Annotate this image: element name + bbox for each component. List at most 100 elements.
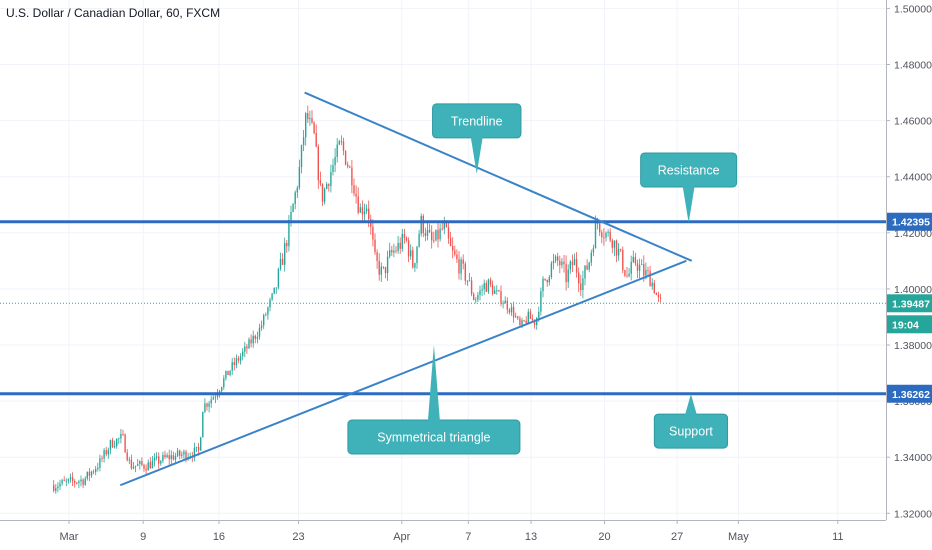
candle-body (63, 480, 65, 481)
candle-body (473, 293, 475, 300)
candle-body (649, 271, 651, 287)
candle-body (260, 325, 263, 328)
candle-body (596, 223, 599, 224)
candle-body (101, 458, 103, 460)
candle-body (510, 306, 513, 313)
candle-body (359, 207, 361, 213)
candle-body (599, 223, 601, 233)
candle-body (502, 303, 504, 305)
candle-body (151, 460, 154, 469)
candle-body (338, 141, 340, 145)
candle-body (256, 336, 259, 339)
candle-body (344, 150, 347, 165)
candle-body (206, 403, 208, 407)
candle-body (538, 311, 540, 318)
candle-body (99, 458, 101, 468)
candle-body (554, 256, 557, 261)
candle-body (351, 167, 353, 186)
candle-body (386, 256, 389, 274)
time-tick-label: 13 (525, 531, 537, 543)
candle-body (378, 260, 380, 275)
candle-body (431, 231, 433, 241)
candle-body (61, 480, 63, 484)
candle-body (321, 183, 324, 202)
candle-body (229, 370, 231, 376)
candle-body (309, 117, 311, 120)
candle-body (496, 290, 498, 292)
resistance-callout-text: Resistance (658, 163, 720, 177)
candle-body (225, 370, 227, 379)
candle-body (523, 320, 525, 322)
candle-body (617, 249, 620, 256)
candle-body (288, 220, 290, 247)
candle-body (454, 250, 456, 255)
candle-body (284, 242, 286, 265)
candle-body (456, 254, 458, 259)
trendline-callout-pointer (470, 136, 483, 174)
candle-body (615, 240, 618, 256)
candle-body (592, 248, 595, 253)
candle-body (120, 434, 122, 439)
candle-body (147, 462, 149, 471)
candle-body (422, 215, 424, 234)
candle-body (611, 240, 613, 248)
time-tick-label: 9 (140, 531, 146, 543)
candle-body (525, 320, 527, 324)
candle-body (481, 289, 483, 291)
candle-body (498, 290, 500, 292)
time-tick-label: Apr (393, 531, 410, 543)
candle-body (281, 258, 284, 265)
candle-body (624, 270, 626, 276)
candle-body (168, 455, 170, 460)
candle-body (569, 261, 571, 270)
candle-body (244, 346, 246, 352)
chart-title: U.S. Dollar / Canadian Dollar, 60, FXCM (6, 6, 221, 20)
candles (53, 105, 662, 494)
candle-body (489, 279, 492, 285)
candle-body (84, 478, 86, 485)
candle-body (494, 290, 496, 294)
support-callout: Support (653, 394, 729, 449)
candle-body (181, 454, 183, 456)
candle-body (361, 207, 364, 215)
candle-body (620, 249, 622, 251)
candle-body (605, 232, 607, 238)
candle-body (193, 447, 196, 458)
time-axis: Mar 9 16 23 Apr 7 13 20 27 May 11 (0, 520, 886, 550)
candle-body (504, 300, 506, 304)
candle-body (340, 141, 343, 143)
candle-body (410, 250, 412, 257)
candle-body (221, 387, 223, 392)
candle-body (542, 278, 544, 292)
candle-body (279, 258, 282, 270)
symmetrical-triangle-callout-pointer (427, 345, 440, 421)
resistance-price-badge-text: 1.42395 (892, 217, 930, 229)
candle-body (116, 438, 118, 447)
candle-body (416, 246, 418, 264)
candle-body (588, 262, 590, 270)
candle-body (124, 434, 126, 453)
candle-body (567, 269, 569, 283)
candle-body (208, 403, 210, 407)
candle-body (82, 479, 84, 485)
candle-body (237, 358, 240, 361)
candle-body (246, 346, 248, 349)
candle-body (158, 456, 160, 464)
candle-body (460, 259, 462, 274)
candle-body (71, 477, 74, 481)
candle-body (103, 450, 105, 459)
candle-body (109, 440, 112, 450)
candle-body (594, 223, 597, 249)
candle-body (653, 282, 655, 293)
support-price-badge-background (887, 384, 932, 403)
price-tick-label: 1.40000 (894, 284, 932, 296)
time-tick-label: Mar (60, 531, 79, 543)
candle-body (118, 438, 120, 440)
candle-body (559, 260, 561, 266)
price-tick-label: 1.38000 (894, 340, 932, 352)
time-axis-background (0, 520, 886, 550)
candle-body (571, 261, 574, 266)
candle-body (368, 208, 370, 220)
candle-body (462, 259, 464, 264)
